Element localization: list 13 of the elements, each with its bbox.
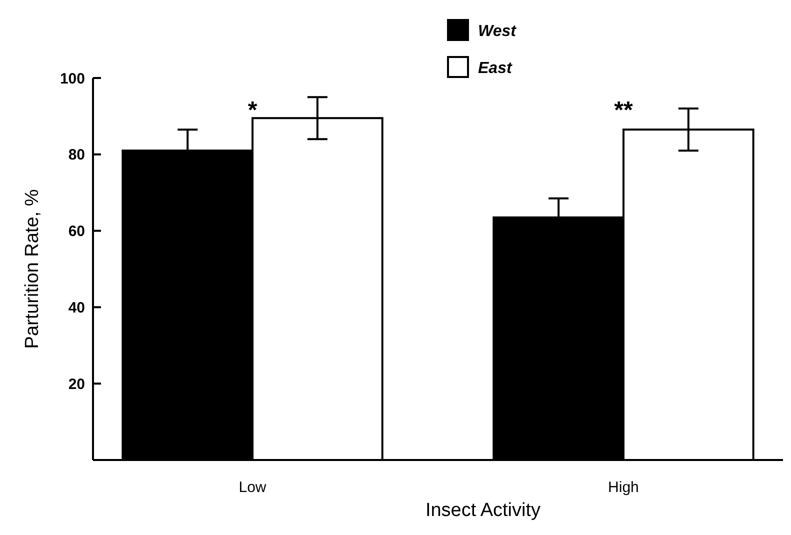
y-tick-label: 40 [68, 299, 85, 316]
legend-label: West [478, 23, 517, 40]
y-tick-label: 60 [68, 223, 85, 240]
x-tick-label: Low [238, 479, 266, 496]
y-tick-label: 100 [60, 70, 85, 88]
legend-label: East [478, 60, 512, 77]
y-tick-label: 80 [68, 146, 85, 164]
x-axis-title: Insect Activity [425, 500, 542, 521]
x-tick-label: High [608, 479, 639, 496]
annotation: ** [614, 97, 634, 124]
y-tick-label: 20 [68, 376, 85, 393]
y-axis-title: Parturition Rate, % [22, 189, 43, 349]
annotation: * [248, 97, 258, 124]
